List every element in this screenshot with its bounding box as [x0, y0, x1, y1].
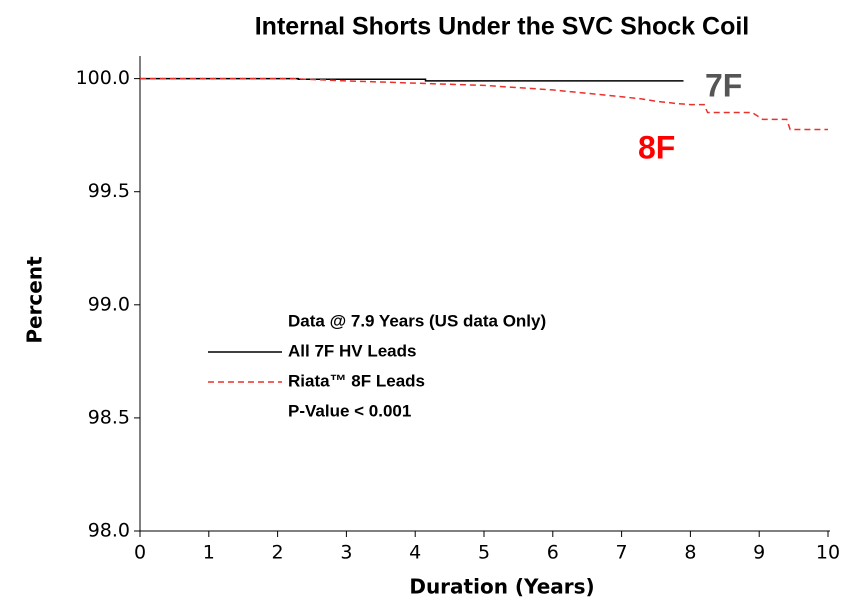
x-tick-label: 3: [340, 542, 352, 564]
chart-title: Internal Shorts Under the SVC Shock Coil: [255, 13, 750, 41]
legend-label: All 7F HV Leads: [288, 341, 416, 360]
y-tick-label: 100.0: [76, 67, 130, 89]
x-tick-label: 5: [478, 542, 490, 564]
x-tick-label: 2: [272, 542, 284, 564]
legend-label: Riata™ 8F Leads: [288, 371, 425, 390]
x-tick-label: 7: [616, 542, 628, 564]
x-tick-label: 10: [816, 542, 840, 564]
y-tick-label: 99.0: [88, 293, 130, 315]
y-tick-label: 99.5: [88, 180, 130, 202]
x-tick-label: 4: [409, 542, 421, 564]
y-tick-label: 98.5: [88, 406, 130, 428]
x-axis-label: Duration (Years): [409, 575, 594, 599]
y-axis-label: Percent: [23, 256, 47, 344]
y-tick-label: 98.0: [88, 520, 130, 542]
curve-label: 8F: [638, 129, 675, 165]
x-tick-label: 9: [753, 542, 765, 564]
x-tick-label: 1: [203, 542, 215, 564]
x-tick-label: 6: [547, 542, 559, 564]
curve-label: 7F: [705, 67, 742, 103]
legend-title: Data @ 7.9 Years (US data Only): [288, 311, 546, 330]
x-tick-label: 8: [684, 542, 696, 564]
x-tick-label: 0: [134, 542, 146, 564]
legend-note: P-Value < 0.001: [288, 401, 411, 420]
